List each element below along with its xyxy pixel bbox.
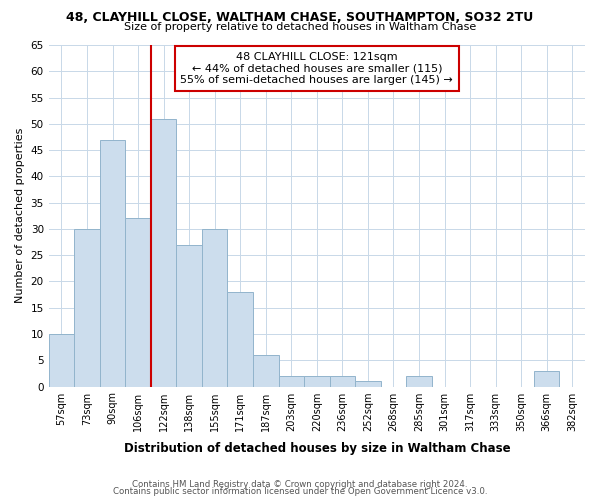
Bar bbox=[227, 292, 253, 386]
Text: Contains public sector information licensed under the Open Government Licence v3: Contains public sector information licen… bbox=[113, 487, 487, 496]
Bar bbox=[100, 140, 125, 386]
Bar bbox=[253, 355, 278, 386]
Text: 48 CLAYHILL CLOSE: 121sqm
← 44% of detached houses are smaller (115)
55% of semi: 48 CLAYHILL CLOSE: 121sqm ← 44% of detac… bbox=[181, 52, 453, 85]
Bar bbox=[278, 376, 304, 386]
Bar bbox=[151, 118, 176, 386]
Bar bbox=[125, 218, 151, 386]
Bar bbox=[304, 376, 329, 386]
Bar bbox=[176, 244, 202, 386]
Y-axis label: Number of detached properties: Number of detached properties bbox=[15, 128, 25, 304]
Text: 48, CLAYHILL CLOSE, WALTHAM CHASE, SOUTHAMPTON, SO32 2TU: 48, CLAYHILL CLOSE, WALTHAM CHASE, SOUTH… bbox=[67, 11, 533, 24]
Bar bbox=[74, 229, 100, 386]
X-axis label: Distribution of detached houses by size in Waltham Chase: Distribution of detached houses by size … bbox=[124, 442, 510, 455]
Bar bbox=[49, 334, 74, 386]
Bar bbox=[329, 376, 355, 386]
Text: Contains HM Land Registry data © Crown copyright and database right 2024.: Contains HM Land Registry data © Crown c… bbox=[132, 480, 468, 489]
Bar bbox=[534, 371, 559, 386]
Bar bbox=[355, 382, 380, 386]
Text: Size of property relative to detached houses in Waltham Chase: Size of property relative to detached ho… bbox=[124, 22, 476, 32]
Bar bbox=[406, 376, 432, 386]
Bar bbox=[202, 229, 227, 386]
